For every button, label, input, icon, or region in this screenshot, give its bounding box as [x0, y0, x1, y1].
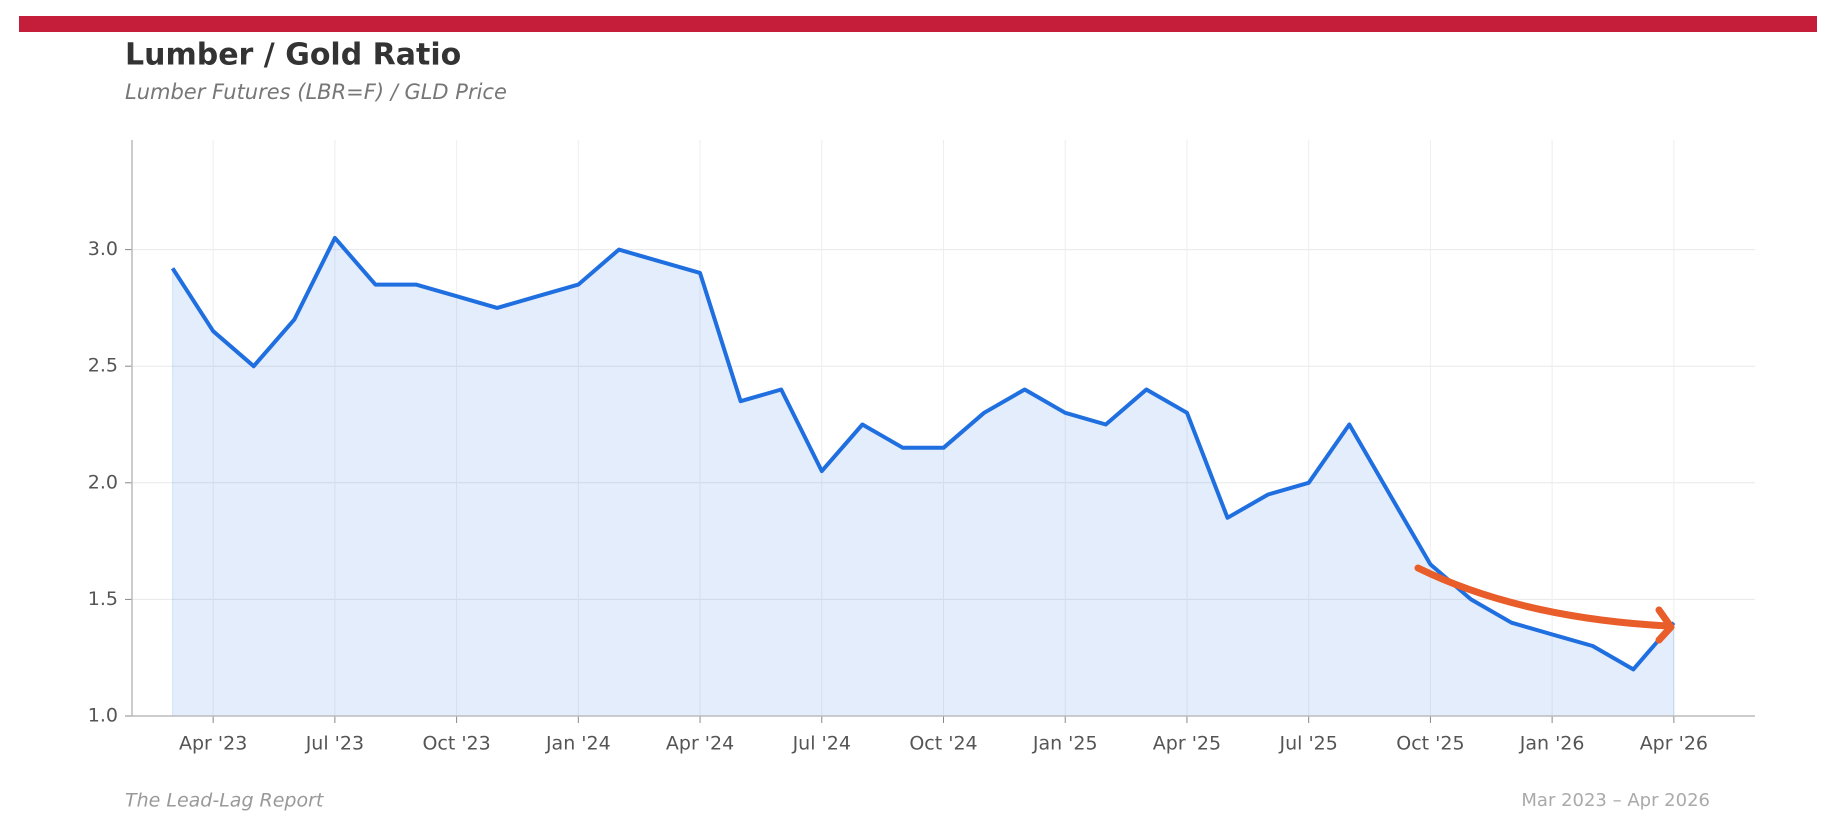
line — [170, 235, 1676, 672]
chart-subtitle: Lumber Futures (LBR=F) / GLD Price — [125, 80, 507, 104]
x-tick-label: Jul '25 — [1278, 733, 1337, 755]
y-tick-label: 2.5 — [88, 355, 118, 377]
x-tick-label: Oct '24 — [909, 733, 977, 755]
y-tick-label: 2.0 — [88, 471, 118, 493]
x-tick-label: Apr '25 — [1153, 733, 1221, 755]
x-tick-label: Oct '23 — [422, 733, 490, 755]
plot-area: 1.0 1.5 2.0 2.5 3.0 Apr '23 Jul '23 Oct '23 Jan … — [88, 140, 1755, 755]
x-tick-label: Jul '24 — [792, 733, 851, 755]
x-tick-label: Jan '25 — [1032, 733, 1098, 755]
x-tick-label: Apr '24 — [666, 733, 734, 755]
y-tick-label: 1.0 — [88, 705, 118, 727]
header-bar — [19, 16, 1817, 32]
chart-title: Lumber / Gold Ratio — [125, 38, 461, 73]
trend-arrow — [1414, 564, 1672, 630]
source: The Lead-Lag Report — [125, 790, 325, 812]
x-tick-label: Jul '23 — [305, 733, 364, 755]
x-tick-label: Jan '24 — [545, 733, 611, 755]
date-range: Mar 2023 – Apr 2026 — [1521, 790, 1710, 811]
y-tick-label: 1.5 — [88, 588, 118, 610]
x-tick-label: Jan '26 — [1519, 733, 1585, 755]
y-tick-label: 3.0 — [88, 238, 118, 260]
x-tick-label: Apr '26 — [1640, 733, 1708, 755]
trend-arrowhead — [1655, 606, 1675, 644]
area — [172, 237, 1675, 717]
x-tick-label: Oct '25 — [1396, 733, 1464, 755]
x-tick-label: Apr '23 — [179, 733, 247, 755]
